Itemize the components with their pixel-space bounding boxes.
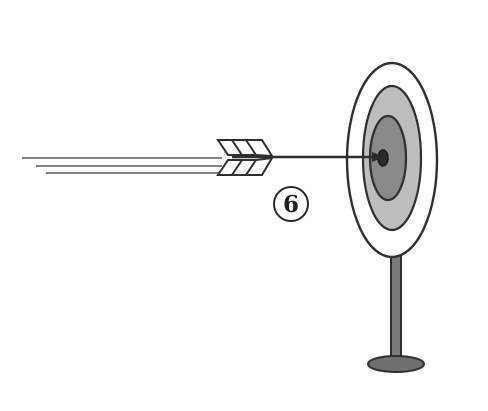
stand-base <box>367 355 425 373</box>
target-stand <box>367 249 425 373</box>
stand-pole <box>390 249 402 363</box>
arrow-icon <box>216 139 384 176</box>
motion-lines <box>22 157 222 174</box>
figure-number-label: 6 <box>273 186 309 222</box>
fletching-feather <box>244 156 274 176</box>
target-icon <box>345 61 439 259</box>
arrow-fletching <box>216 139 274 176</box>
fletching-feather <box>244 139 274 158</box>
arrow-tip <box>372 152 384 162</box>
